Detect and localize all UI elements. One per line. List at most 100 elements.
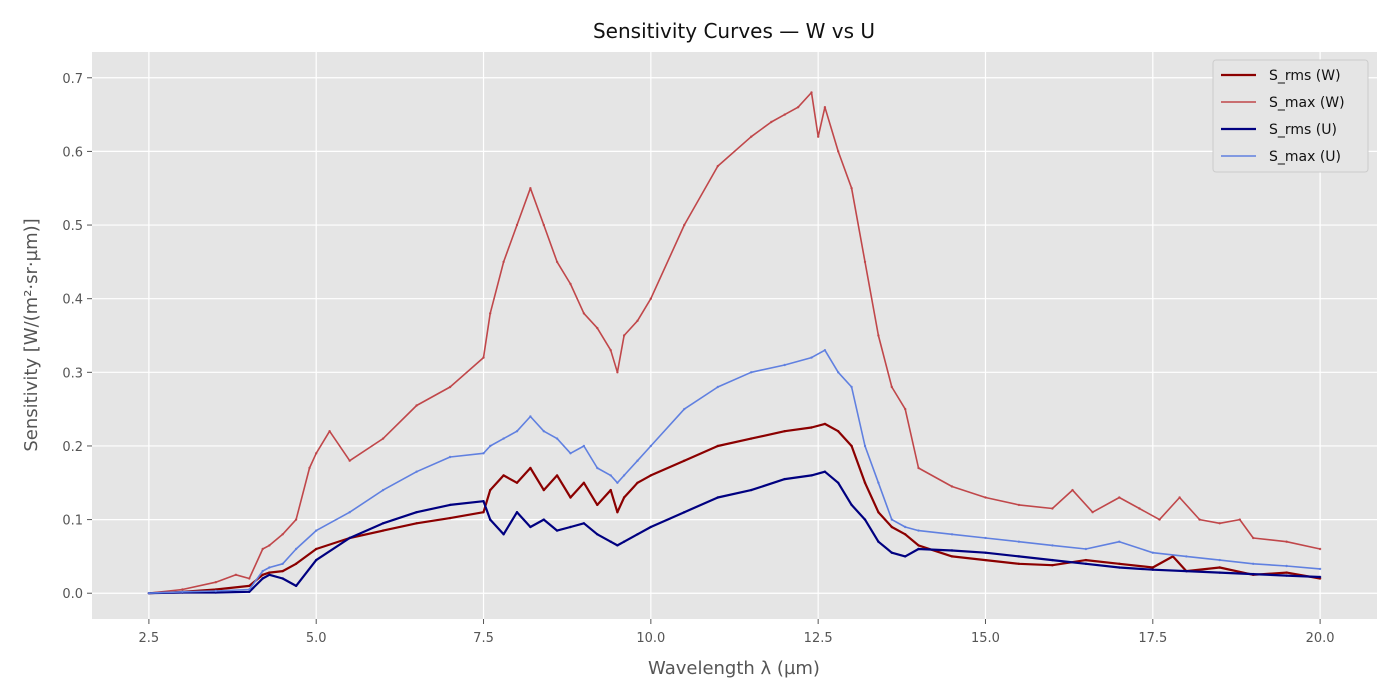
data-point-s-max-u <box>147 592 151 595</box>
data-point-s-max-w <box>850 187 853 190</box>
data-point-s-rms-w <box>683 459 686 462</box>
data-point-s-max-u <box>904 525 907 529</box>
legend-label: S_max (W) <box>1269 95 1345 111</box>
data-point-s-rms-u <box>294 584 298 588</box>
chart-title: Sensitivity Curves — W vs U <box>593 19 875 43</box>
data-point-s-rms-u <box>904 555 907 558</box>
data-point-s-rms-w <box>1017 562 1021 565</box>
data-point-s-max-w <box>616 371 619 374</box>
data-point-s-rms-w <box>783 430 786 433</box>
data-point-s-max-w <box>890 385 893 389</box>
data-point-s-max-w <box>294 518 298 521</box>
data-point-s-max-u <box>649 444 652 448</box>
data-point-s-rms-w <box>315 547 318 551</box>
data-point-s-rms-u <box>917 547 920 551</box>
x-tick-label: 7.5 <box>473 631 494 646</box>
data-point-s-max-u <box>750 371 753 374</box>
data-point-s-rms-u <box>348 536 351 540</box>
data-point-s-max-w <box>1218 522 1221 525</box>
data-point-s-max-w <box>489 312 492 315</box>
data-point-s-max-w <box>308 466 311 470</box>
data-point-s-rms-u <box>1051 558 1054 562</box>
data-point-s-rms-w <box>482 511 485 514</box>
data-point-s-max-u <box>268 566 271 569</box>
data-point-s-max-w <box>649 297 652 300</box>
data-point-s-max-w <box>863 260 867 264</box>
data-point-s-rms-u <box>1252 572 1255 576</box>
data-point-s-rms-w <box>716 444 719 448</box>
data-point-s-rms-u <box>950 549 954 552</box>
data-point-s-rms-u <box>622 540 626 543</box>
data-point-s-rms-u <box>1017 555 1021 558</box>
data-point-s-max-w <box>950 485 954 488</box>
data-point-s-max-u <box>261 569 264 573</box>
data-point-s-rms-u <box>750 488 753 492</box>
data-point-s-max-w <box>1178 496 1181 499</box>
data-point-s-max-w <box>234 573 238 576</box>
data-point-s-max-u <box>716 385 719 389</box>
data-point-s-rms-w <box>502 474 505 477</box>
y-axis-label: Sensitivity [W/(m²·sr·µm)] <box>21 218 42 451</box>
data-point-s-max-w <box>448 385 452 389</box>
data-point-s-max-u <box>1218 558 1221 562</box>
data-point-s-rms-u <box>850 503 853 507</box>
data-point-s-max-u <box>837 371 840 374</box>
data-point-s-rms-w <box>294 562 298 565</box>
data-point-s-rms-u <box>1151 568 1155 571</box>
data-point-s-max-w <box>917 466 920 470</box>
data-point-s-max-u <box>917 529 920 532</box>
data-point-s-rms-u <box>783 477 786 481</box>
data-point-s-rms-u <box>529 525 532 529</box>
data-point-s-rms-w <box>750 437 753 440</box>
data-point-s-rms-w <box>863 481 867 484</box>
x-tick-label: 5.0 <box>306 631 327 646</box>
x-tick-label: 10.0 <box>636 631 665 646</box>
y-tick-label: 0.6 <box>62 145 83 160</box>
data-point-s-max-w <box>837 150 840 153</box>
data-point-s-max-w <box>1158 518 1161 521</box>
data-point-s-max-u <box>877 481 880 484</box>
data-point-s-rms-u <box>823 470 827 473</box>
data-point-s-max-w <box>482 356 485 359</box>
data-point-s-max-u <box>281 562 284 565</box>
data-point-s-max-w <box>281 533 284 536</box>
data-point-s-rms-w <box>1051 564 1054 567</box>
data-point-s-max-u <box>1051 544 1054 547</box>
data-point-s-rms-w <box>582 481 586 484</box>
data-point-s-rms-w <box>636 481 639 484</box>
data-point-s-max-u <box>1118 540 1121 543</box>
data-point-s-rms-u <box>281 577 284 580</box>
data-point-s-max-w <box>823 106 827 109</box>
data-point-s-max-u <box>783 363 786 367</box>
data-point-s-rms-u <box>1118 566 1121 569</box>
data-point-s-max-w <box>268 544 271 547</box>
data-point-s-max-w <box>555 260 559 264</box>
data-point-s-max-w <box>248 577 251 580</box>
data-point-s-rms-w <box>616 511 619 514</box>
data-point-s-max-w <box>609 349 612 352</box>
data-point-s-max-u <box>448 455 452 459</box>
data-point-s-rms-u <box>582 522 586 525</box>
x-axis-ticks: 2.5 5.0 7.5 10.0 12.5 15.0 17.5 20.0 <box>139 619 1335 646</box>
data-point-s-max-u <box>489 444 492 448</box>
data-point-s-rms-w <box>1218 566 1221 569</box>
data-point-s-rms-w <box>1151 566 1155 569</box>
data-point-s-rms-w <box>381 529 385 532</box>
data-point-s-max-u <box>529 415 532 418</box>
data-point-s-rms-w <box>810 426 813 429</box>
data-point-s-rms-w <box>569 496 572 499</box>
data-point-s-max-w <box>381 437 385 440</box>
data-point-s-rms-w <box>596 503 599 507</box>
data-point-s-max-u <box>1252 562 1255 565</box>
data-point-s-max-w <box>1138 507 1141 510</box>
data-point-s-max-w <box>683 223 686 227</box>
data-point-s-rms-u <box>248 590 251 593</box>
data-point-s-rms-u <box>448 503 452 507</box>
data-point-s-rms-u <box>315 558 318 562</box>
data-point-s-max-w <box>515 223 519 227</box>
data-point-s-rms-u <box>1218 571 1221 574</box>
data-point-s-rms-w <box>268 571 271 574</box>
x-tick-label: 2.5 <box>139 631 160 646</box>
data-point-s-max-w <box>877 334 880 337</box>
